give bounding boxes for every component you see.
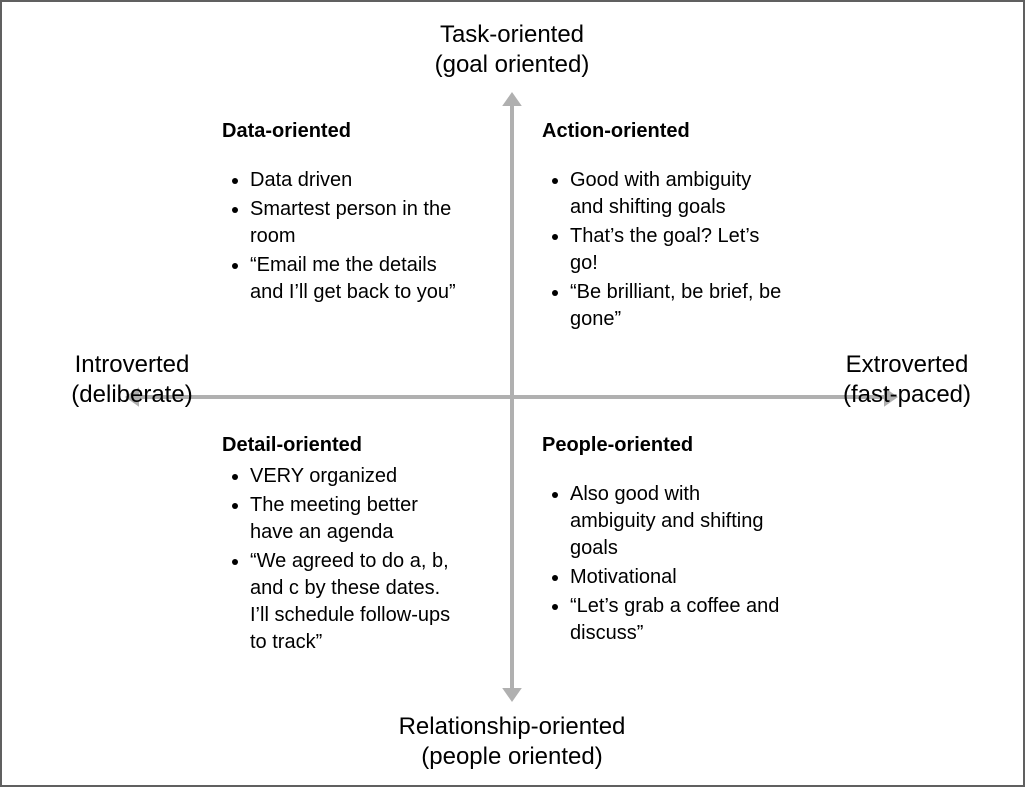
quadrant-bottom-right: People-oriented Also good with ambiguity… <box>542 434 782 649</box>
quadrant-bullets: Also good with ambiguity and shifting go… <box>542 481 782 647</box>
axis-label-right-line2: (fast-paced) <box>832 380 982 410</box>
axis-label-right-line1: Extroverted <box>832 350 982 380</box>
axis-label-left-line1: Introverted <box>62 350 202 380</box>
bullet: “Let’s grab a coffee and discuss” <box>570 593 782 647</box>
axis-label-top-line1: Task-oriented <box>352 20 672 50</box>
axis-label-left-line2: (deliberate) <box>62 380 202 410</box>
axis-label-bottom-line2: (people oriented) <box>352 742 672 772</box>
quadrant-bullets: Good with ambiguity and shifting goals T… <box>542 167 782 333</box>
bullet: “Email me the details and I’ll get back … <box>250 252 462 306</box>
axis-label-bottom: Relationship-oriented (people oriented) <box>352 712 672 772</box>
bullet: Motivational <box>570 564 782 591</box>
axis-label-top: Task-oriented (goal oriented) <box>352 20 672 80</box>
bullet: “We agreed to do a, b, and c by these da… <box>250 548 462 656</box>
quadrant-title: Data-oriented <box>222 120 462 143</box>
quadrant-title: People-oriented <box>542 434 782 457</box>
quadrant-diagram: Task-oriented (goal oriented) Relationsh… <box>0 0 1025 787</box>
bullet: “Be brilliant, be brief, be gone” <box>570 279 782 333</box>
bullet: Data driven <box>250 167 462 194</box>
quadrant-bullets: VERY organized The meeting better have a… <box>222 463 462 656</box>
quadrant-top-right: Action-oriented Good with ambiguity and … <box>542 120 782 335</box>
axis-label-right: Extroverted (fast-paced) <box>832 350 982 410</box>
quadrant-title: Action-oriented <box>542 120 782 143</box>
quadrant-title: Detail-oriented <box>222 434 462 457</box>
bullet: Good with ambiguity and shifting goals <box>570 167 782 221</box>
quadrant-bottom-left: Detail-oriented VERY organized The meeti… <box>222 434 462 658</box>
bullet: Also good with ambiguity and shifting go… <box>570 481 782 562</box>
bullet: That’s the goal? Let’s go! <box>570 223 782 277</box>
axis-label-bottom-line1: Relationship-oriented <box>352 712 672 742</box>
bullet: The meeting better have an agenda <box>250 492 462 546</box>
axis-label-left: Introverted (deliberate) <box>62 350 202 410</box>
bullet: Smartest person in the room <box>250 196 462 250</box>
quadrant-top-left: Data-oriented Data driven Smartest perso… <box>222 120 462 308</box>
bullet: VERY organized <box>250 463 462 490</box>
axis-label-top-line2: (goal oriented) <box>352 50 672 80</box>
quadrant-bullets: Data driven Smartest person in the room … <box>222 167 462 306</box>
